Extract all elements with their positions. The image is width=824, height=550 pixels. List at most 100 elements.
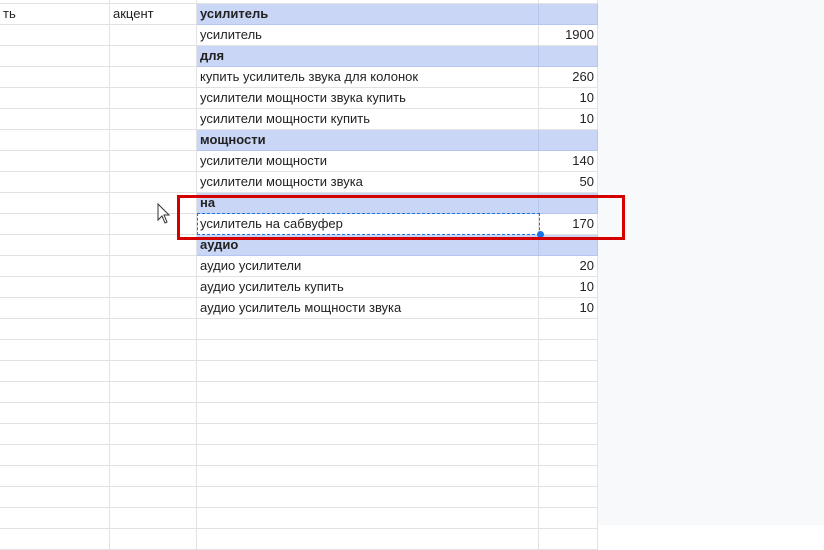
keyword-cell[interactable]: аудио усилитель купить xyxy=(197,277,539,298)
cell-b[interactable] xyxy=(110,109,197,130)
count-cell[interactable] xyxy=(539,4,598,25)
cell-b[interactable] xyxy=(110,466,197,487)
cell[interactable] xyxy=(110,0,197,4)
cell-b[interactable] xyxy=(110,67,197,88)
cell-a[interactable] xyxy=(0,382,110,403)
cell[interactable] xyxy=(539,361,598,382)
count-cell[interactable]: 260 xyxy=(539,67,598,88)
cell-b[interactable] xyxy=(110,193,197,214)
cell[interactable] xyxy=(539,340,598,361)
cell[interactable] xyxy=(0,0,110,4)
cell-a[interactable] xyxy=(0,487,110,508)
cell-a[interactable] xyxy=(0,424,110,445)
cell[interactable] xyxy=(197,508,539,529)
cell-a[interactable] xyxy=(0,508,110,529)
cell-b[interactable] xyxy=(110,529,197,550)
cell-a[interactable] xyxy=(0,466,110,487)
cell-b[interactable] xyxy=(110,151,197,172)
cell-a[interactable] xyxy=(0,130,110,151)
cell[interactable] xyxy=(539,319,598,340)
cell-b[interactable] xyxy=(110,214,197,235)
keyword-cell[interactable]: усилители мощности звука xyxy=(197,172,539,193)
cell-b[interactable] xyxy=(110,130,197,151)
cell-a[interactable] xyxy=(0,403,110,424)
keyword-cell[interactable]: аудио усилители xyxy=(197,256,539,277)
cell[interactable] xyxy=(197,466,539,487)
cell-b[interactable] xyxy=(110,445,197,466)
cell[interactable] xyxy=(197,403,539,424)
cell[interactable] xyxy=(539,508,598,529)
count-cell[interactable]: 10 xyxy=(539,109,598,130)
keyword-cell[interactable]: аудио усилитель мощности звука xyxy=(197,298,539,319)
cell-a[interactable] xyxy=(0,172,110,193)
cell[interactable] xyxy=(197,445,539,466)
cell-a[interactable] xyxy=(0,193,110,214)
cell-b[interactable] xyxy=(110,256,197,277)
keyword-cell[interactable]: усилители мощности звука купить xyxy=(197,88,539,109)
cell-b[interactable] xyxy=(110,361,197,382)
cell-b[interactable] xyxy=(110,88,197,109)
cell[interactable] xyxy=(197,319,539,340)
fill-handle[interactable] xyxy=(537,231,544,238)
cell-b[interactable] xyxy=(110,319,197,340)
count-cell[interactable]: 10 xyxy=(539,277,598,298)
keyword-cell[interactable]: усилители мощности xyxy=(197,151,539,172)
count-cell[interactable]: 20 xyxy=(539,256,598,277)
cell-a[interactable] xyxy=(0,46,110,67)
cell[interactable] xyxy=(197,487,539,508)
keyword-cell[interactable]: мощности xyxy=(197,130,539,151)
keyword-cell[interactable]: усилители мощности купить xyxy=(197,109,539,130)
cell[interactable] xyxy=(197,424,539,445)
cell-b[interactable] xyxy=(110,277,197,298)
cell-a[interactable] xyxy=(0,88,110,109)
cell-b[interactable] xyxy=(110,340,197,361)
count-cell[interactable]: 140 xyxy=(539,151,598,172)
cell[interactable] xyxy=(539,403,598,424)
keyword-cell[interactable]: усилитель xyxy=(197,25,539,46)
cell[interactable] xyxy=(197,340,539,361)
count-cell[interactable] xyxy=(539,235,598,256)
cell-a[interactable] xyxy=(0,319,110,340)
cell-b[interactable] xyxy=(110,382,197,403)
cell-a[interactable] xyxy=(0,277,110,298)
cell-b[interactable] xyxy=(110,298,197,319)
cell[interactable] xyxy=(539,382,598,403)
keyword-cell[interactable]: для xyxy=(197,46,539,67)
count-cell[interactable] xyxy=(539,193,598,214)
count-cell[interactable] xyxy=(539,46,598,67)
cell[interactable] xyxy=(197,382,539,403)
cell[interactable] xyxy=(197,529,539,550)
cell[interactable] xyxy=(197,0,539,4)
count-cell[interactable] xyxy=(539,130,598,151)
count-cell[interactable]: 170 xyxy=(539,214,598,235)
cell-a[interactable] xyxy=(0,25,110,46)
cell-b[interactable] xyxy=(110,235,197,256)
selected-cell-range[interactable] xyxy=(197,213,540,235)
keyword-cell[interactable]: усилитель xyxy=(197,4,539,25)
cell-a[interactable] xyxy=(0,529,110,550)
cell-a[interactable]: ть xyxy=(0,4,110,25)
cell-b[interactable] xyxy=(110,424,197,445)
count-cell[interactable]: 10 xyxy=(539,88,598,109)
cell[interactable] xyxy=(197,361,539,382)
count-cell[interactable]: 10 xyxy=(539,298,598,319)
cell-b[interactable] xyxy=(110,487,197,508)
cell-a[interactable] xyxy=(0,340,110,361)
cell[interactable] xyxy=(539,0,598,4)
count-cell[interactable]: 50 xyxy=(539,172,598,193)
cell-a[interactable] xyxy=(0,445,110,466)
cell-a[interactable] xyxy=(0,256,110,277)
cell[interactable] xyxy=(539,466,598,487)
cell-a[interactable] xyxy=(0,67,110,88)
cell-b[interactable]: акцент xyxy=(110,4,197,25)
cell-b[interactable] xyxy=(110,172,197,193)
cell-a[interactable] xyxy=(0,298,110,319)
cell-a[interactable] xyxy=(0,361,110,382)
cell[interactable] xyxy=(539,424,598,445)
count-cell[interactable]: 1900 xyxy=(539,25,598,46)
cell[interactable] xyxy=(539,529,598,550)
keyword-cell[interactable]: аудио xyxy=(197,235,539,256)
cell-b[interactable] xyxy=(110,508,197,529)
cell-b[interactable] xyxy=(110,25,197,46)
cell-a[interactable] xyxy=(0,151,110,172)
